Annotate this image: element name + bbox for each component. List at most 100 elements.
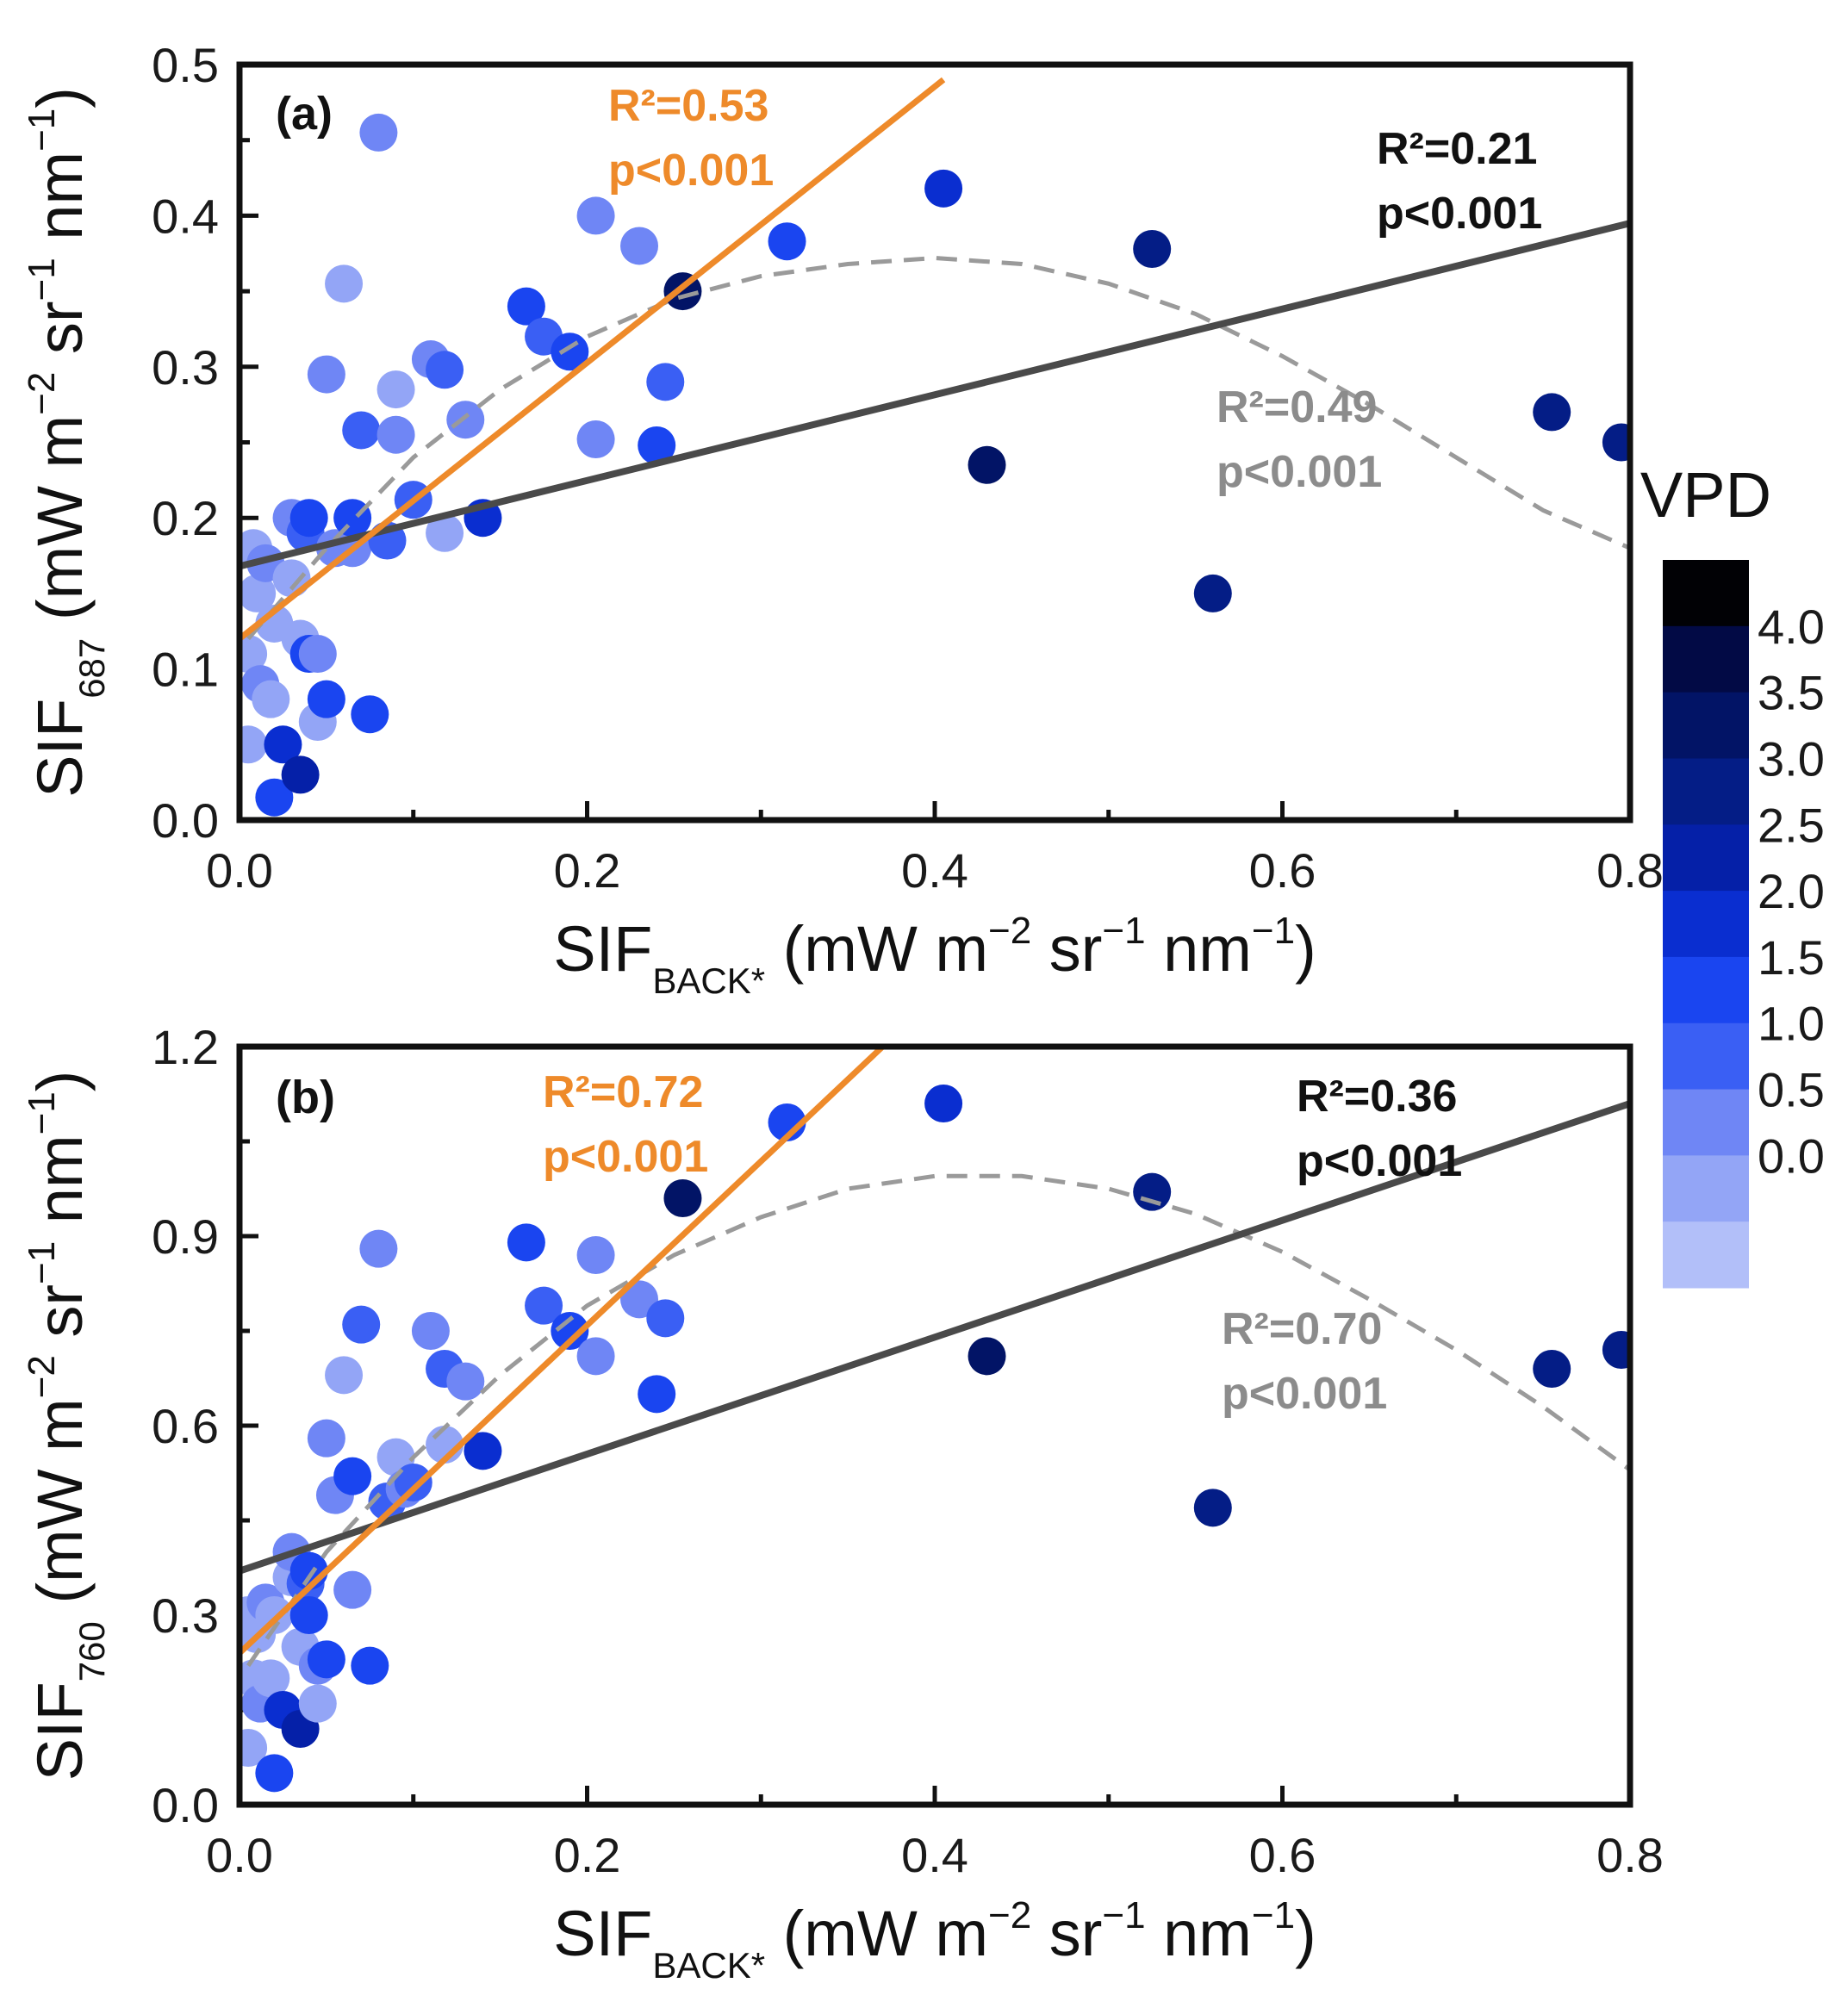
data-point [507,1223,545,1262]
y-label-main: SIF [24,1681,96,1781]
colorbar-swatch [1663,824,1749,892]
data-point [307,1640,345,1679]
data-point [1602,1331,1630,1369]
x-tick-label: 0.2 [554,1828,621,1882]
x-label-units: (mW m [765,913,988,985]
y-axis-label: SIF760 (mW m−2 sr−1 nm−1) [21,1071,112,1781]
y-label-units: nm [24,1134,96,1240]
x-label-units: sr [1031,1898,1102,1969]
vpd-colorbar: 4.0 3.5 3.0 2.5 2.0 1.5 1.0 0.5 0.0 VPD [1640,459,1825,1289]
data-point [426,351,464,389]
colorbar-tick-label: 1.5 [1758,930,1825,985]
panel-b: 0.0 0.2 0.4 0.6 0.8 0.0 0.3 0.6 0.9 1.2 (b) R²=0.72… [21,1020,1664,1986]
colorbar-tick-label: 1.0 [1758,997,1825,1051]
colorbar-tick-label: 0.0 [1758,1128,1825,1183]
data-point [252,680,290,718]
colorbar-swatch [1663,891,1749,958]
x-tick-label: 0.4 [901,843,968,898]
data-point [1133,1172,1172,1211]
x-label-main: SIF [553,913,652,985]
x-label-exp: −1 [1252,910,1295,952]
data-point [307,1419,345,1458]
data-point [298,635,337,674]
x-tick-label: 0.0 [206,843,273,898]
y-tick-label: 0.6 [152,1399,219,1453]
y-label-exp: −1 [21,1241,63,1284]
fit-lines [240,1047,1630,1668]
y-tick-label: 0.3 [152,340,219,395]
data-point [342,1305,381,1344]
p-value-label: p<0.001 [543,1132,708,1182]
data-point [252,1659,290,1698]
plot-frame [236,1043,1633,1808]
p-value-label: p<0.001 [1297,1136,1462,1186]
data-point [968,1337,1006,1376]
quadratic-fit-line [246,255,1630,641]
data-point [426,513,464,552]
data-point [551,1312,589,1350]
x-tick-label: 0.8 [1596,843,1664,898]
x-label-sub: BACK* [652,960,765,1001]
data-point [924,169,963,208]
y-label-exp: −1 [21,258,63,301]
data-point [272,559,311,598]
data-point [281,755,320,794]
data-point [576,420,615,458]
data-point [342,411,381,450]
y-tick-label: 0.0 [152,1778,219,1832]
data-point [240,725,268,764]
x-label-units: nm [1146,913,1252,985]
colorbar-swatch [1663,1089,1749,1156]
data-point [507,287,545,326]
x-label-exp: −1 [1252,1894,1295,1936]
data-point [255,778,294,817]
panel-label: (a) [276,88,333,140]
y-label-exp: −1 [21,1091,63,1134]
plot-frame [236,61,1633,824]
data-point [551,333,589,371]
y-label-units: ) [24,1071,96,1092]
y-label-exp: −2 [21,1355,63,1398]
y-tick-label: 0.1 [152,643,219,697]
data-point [576,1236,615,1274]
data-point [1193,1489,1232,1527]
x-tick-label: 0.4 [901,1828,968,1882]
r-squared-label: R²=0.36 [1297,1072,1457,1122]
data-point [576,1337,615,1376]
y-tick-label: 0.4 [152,189,219,243]
colorbar-tick-label: 3.5 [1758,666,1825,720]
y-label-main: SIF [24,699,96,798]
colorbar-swatch [1663,956,1749,1024]
data-point [1602,423,1630,462]
data-point [376,370,415,409]
y-label-sub: 687 [72,638,112,699]
data-point [663,1179,702,1217]
y-label-units: ) [24,87,96,109]
colorbar-swatch [1663,1023,1749,1091]
x-tick-label: 0.6 [1249,1828,1316,1882]
data-point [968,445,1006,484]
linear-fit-line [240,220,1630,570]
x-label-main: SIF [553,1898,652,1969]
fit-lines [240,77,1630,642]
x-axis-label: SIFBACK* (mW m−2 sr−1 nm−1) [553,1894,1316,1986]
orange-fit-line [240,77,946,642]
data-point [924,1085,963,1122]
p-value-label: p<0.001 [1377,189,1542,239]
data-point [351,1646,389,1685]
x-axis-label: SIFBACK* (mW m−2 sr−1 nm−1) [553,910,1316,1001]
x-label-units: ) [1295,1898,1316,1969]
data-point [464,1432,502,1470]
colorbar-tick-label: 2.5 [1758,798,1825,852]
x-label-exp: −1 [1102,910,1145,952]
colorbar-swatch [1663,692,1749,759]
data-point [394,1464,432,1501]
data-point [638,426,676,465]
x-label-sub: BACK* [652,1945,765,1986]
y-tick-label: 0.3 [152,1588,219,1643]
data-point [1533,1350,1571,1388]
p-value-label: p<0.001 [1222,1369,1387,1419]
colorbar-tick-label: 2.0 [1758,864,1825,918]
data-point [289,499,328,538]
data-point [255,1754,294,1793]
